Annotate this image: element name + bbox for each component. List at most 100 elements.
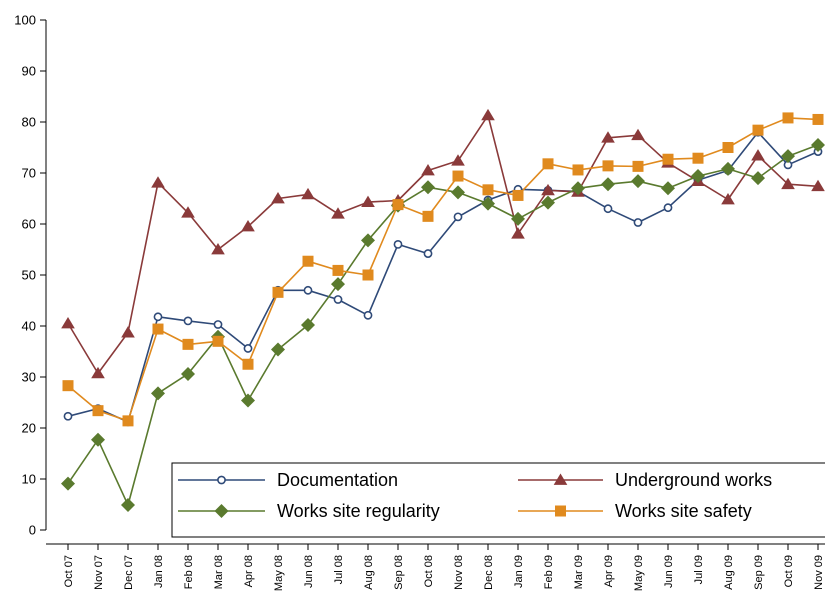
point-works-site-regularity — [511, 211, 525, 226]
y-tick-label: 30 — [22, 370, 36, 385]
x-tick-label: Dec 07 — [123, 555, 135, 590]
point-works-site-regularity — [481, 196, 495, 211]
point-documentation — [243, 344, 253, 353]
point-works-site-regularity — [91, 432, 105, 447]
x-tick-label: Oct 08 — [423, 555, 435, 587]
x-tick-label: Jul 09 — [693, 555, 705, 584]
point-underground-works — [541, 183, 555, 196]
x-tick-label: Dec 08 — [483, 555, 495, 590]
x-tick-label: Sep 09 — [753, 555, 765, 590]
point-works-site-regularity — [541, 195, 555, 210]
point-works-site-regularity — [751, 171, 765, 186]
point-works-site-safety — [92, 405, 104, 417]
point-documentation — [663, 203, 673, 213]
point-works-site-regularity — [241, 393, 255, 408]
point-works-site-regularity — [121, 498, 135, 513]
x-axis: Oct 07 Nov 07 Dec 07 Jan 08 Feb 08 Mar 08 Apr … — [46, 543, 825, 591]
point-documentation — [633, 218, 643, 227]
x-tick-label: Mar 09 — [573, 555, 585, 589]
point-works-site-safety — [272, 286, 284, 298]
point-underground-works — [361, 195, 375, 207]
point-underground-works — [151, 176, 165, 188]
point-works-site-regularity — [331, 277, 345, 292]
point-underground-works — [331, 207, 345, 219]
point-works-site-regularity — [271, 342, 285, 357]
y-tick-label: 0 — [29, 523, 36, 538]
y-tick-label: 80 — [22, 115, 36, 130]
point-works-site-regularity — [571, 181, 585, 196]
point-works-site-safety — [362, 269, 374, 281]
legend-label-works-site-safety: Works site safety — [615, 501, 752, 521]
y-tick-label: 50 — [22, 268, 36, 283]
y-tick-label: 40 — [22, 319, 36, 334]
point-works-site-regularity — [631, 174, 645, 189]
point-underground-works — [121, 326, 135, 338]
legend-box — [171, 462, 825, 538]
x-tick-label: May 09 — [633, 555, 645, 591]
point-works-site-safety — [302, 255, 314, 267]
x-tick-label: Nov 08 — [453, 555, 465, 590]
y-tick-label: 90 — [22, 64, 36, 79]
y-tick-label: 60 — [22, 217, 36, 232]
point-works-site-regularity — [661, 181, 675, 196]
point-documentation — [363, 310, 373, 320]
point-underground-works — [481, 108, 495, 121]
series-line-works-site-regularity — [67, 144, 819, 506]
x-tick-label: Nov 07 — [93, 555, 105, 590]
point-underground-works — [271, 192, 285, 204]
x-tick-label: Apr 09 — [603, 555, 615, 587]
y-tick-label: 100 — [14, 13, 36, 28]
point-works-site-safety — [152, 323, 164, 335]
point-works-site-regularity — [781, 149, 795, 164]
point-documentation — [423, 249, 433, 258]
point-documentation — [453, 212, 463, 222]
point-works-site-regularity — [811, 137, 825, 152]
point-works-site-safety — [482, 184, 494, 196]
x-tick-label: May 08 — [273, 555, 285, 591]
point-underground-works — [421, 163, 435, 176]
point-documentation — [213, 320, 223, 329]
y-tick-label: 10 — [22, 472, 36, 487]
y-tick-label: 70 — [22, 166, 36, 181]
point-underground-works — [631, 128, 645, 141]
point-works-site-safety — [812, 113, 824, 125]
x-tick-label: Apr 08 — [243, 555, 255, 587]
point-works-site-safety — [62, 380, 74, 392]
point-works-site-safety — [692, 152, 704, 164]
point-works-site-safety — [542, 158, 554, 170]
point-underground-works — [181, 206, 195, 218]
point-works-site-safety — [752, 124, 764, 136]
legend-label-documentation: Documentation — [277, 470, 398, 490]
point-works-site-regularity — [181, 366, 195, 381]
x-tick-label: Jun 08 — [303, 555, 315, 588]
point-documentation — [63, 411, 73, 421]
y-axis: 0 10 20 30 40 50 60 70 80 90 100 — [14, 13, 47, 538]
x-tick-label: Feb 08 — [183, 555, 195, 589]
x-tick-label: Mar 08 — [213, 555, 225, 589]
point-underground-works — [61, 316, 75, 329]
point-works-site-safety — [512, 189, 524, 201]
point-underground-works — [211, 243, 225, 255]
point-works-site-regularity — [301, 317, 315, 332]
legend-marker-works-site-safety — [555, 505, 566, 517]
x-tick-label: Oct 07 — [63, 555, 75, 587]
point-documentation — [603, 204, 613, 214]
point-underground-works — [241, 220, 255, 232]
point-underground-works — [601, 131, 615, 143]
point-works-site-safety — [242, 358, 254, 370]
point-works-site-safety — [422, 210, 434, 222]
x-tick-label: Aug 08 — [363, 555, 375, 590]
point-works-site-regularity — [361, 233, 375, 248]
legend-marker-documentation — [217, 475, 226, 485]
point-documentation — [153, 312, 163, 322]
point-works-site-safety — [182, 338, 194, 350]
x-tick-label: Jul 08 — [333, 555, 345, 584]
point-works-site-regularity — [61, 476, 75, 491]
legend-label-underground-works: Underground works — [615, 470, 772, 490]
point-documentation — [303, 285, 313, 295]
point-underground-works — [781, 177, 795, 190]
x-tick-label: Jan 08 — [153, 555, 165, 588]
point-underground-works — [811, 179, 825, 192]
x-tick-label: Oct 09 — [783, 555, 795, 587]
